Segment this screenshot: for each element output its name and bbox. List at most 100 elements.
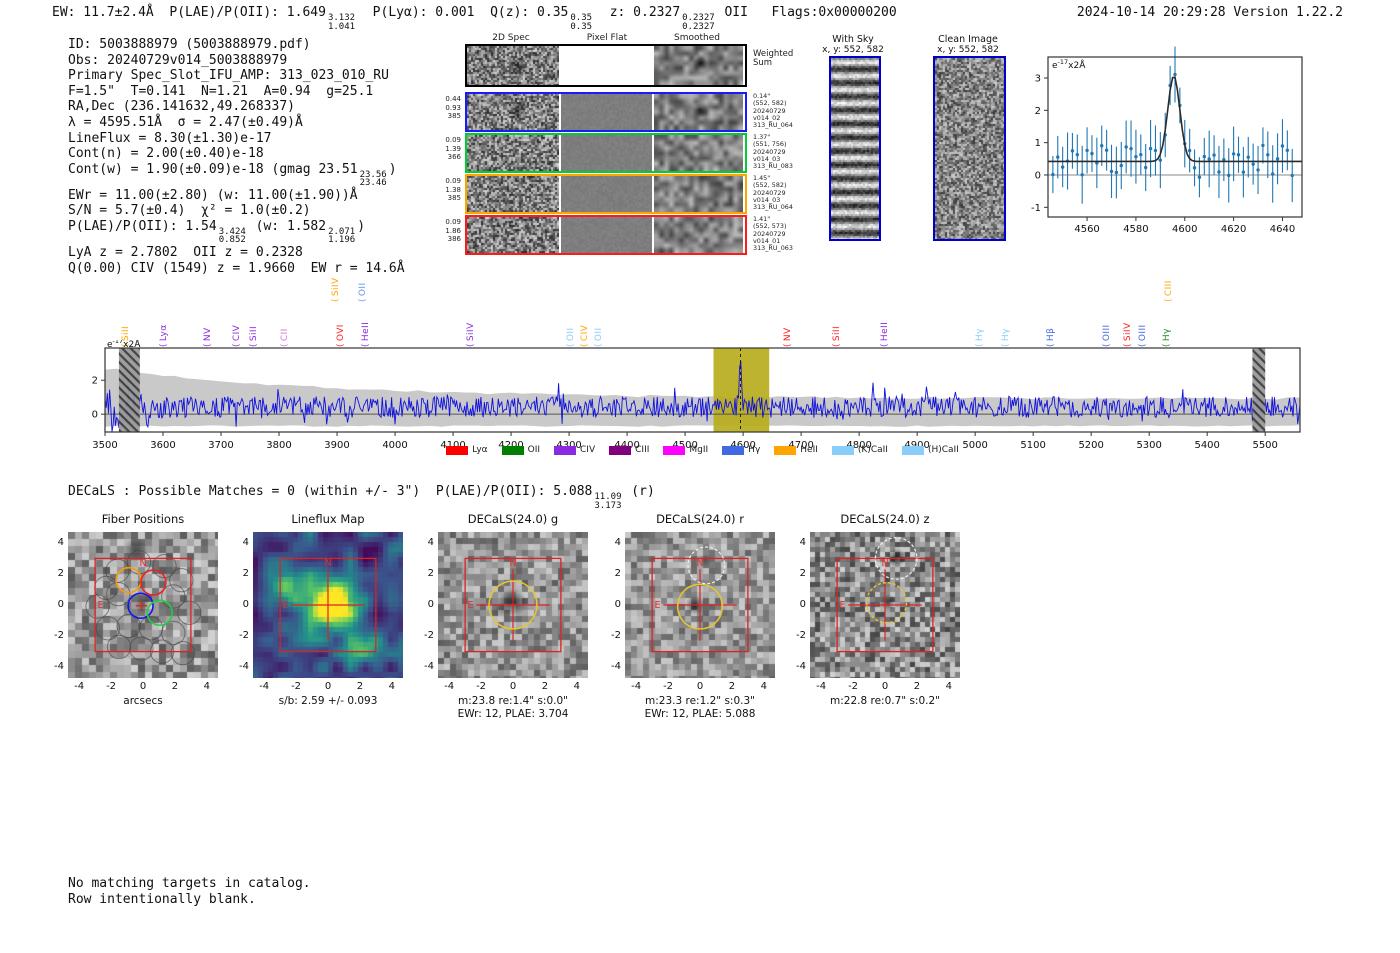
info-l13-text-0: Q(0.00) CIV (1549) z = 1.9660 EW r = 14.…	[68, 260, 405, 276]
panel-g-ytick-1: -2	[424, 630, 434, 642]
spec2d-row-1-right-3: v014_02	[753, 113, 781, 122]
spec2d-row-4-right-labels: 1.41" (552, 573) 20240729 v014_01 313_RU_063	[753, 215, 811, 253]
spec2d-row-4-right-4: 313_RU_063	[753, 244, 793, 253]
info-l11-text-0: P(LAE)/P(OII): 1.54	[68, 218, 217, 234]
fit-axes-frame	[1047, 56, 1303, 218]
spec2d-row-4-left-labels: 0.09 1.86 386	[415, 218, 461, 244]
compass-east-label: E	[655, 600, 661, 611]
decals-frac-hi-1: 11.09	[594, 492, 622, 502]
detection-highlight-band	[713, 348, 770, 432]
fit-data-point	[1222, 158, 1226, 162]
spec2d-row-2-right-3: v014_03	[753, 154, 781, 163]
spec2d-row-3-left-2: 385	[447, 194, 461, 203]
fit-data-point	[1119, 163, 1123, 168]
panel-z-ytick-1: -2	[796, 630, 806, 642]
sky-image-with_sky	[829, 56, 881, 241]
fit-data-point	[1070, 149, 1075, 153]
compass-north-label: N	[324, 558, 331, 569]
spectrum-unit-base: e	[107, 340, 113, 350]
panel-fiber-xlabel: arcsecs	[123, 695, 163, 707]
panel-lineflux-ytick-3: 2	[242, 567, 249, 579]
spec2d-row-3-img-flat	[561, 176, 652, 212]
legend-label-5: Hγ	[748, 445, 761, 455]
fit-data-point	[1173, 72, 1177, 77]
decals-matches-line: DECaLS : Possible Matches = 0 (within +/…	[68, 484, 655, 510]
fit-data-point	[1060, 165, 1065, 169]
panel-fiber: Fiber Positions N E -4 -4 -2 -2 0 0 2 2 4 4 arcsecs	[38, 512, 253, 727]
spec2d-row-0-right-labels: Weighted Sum	[753, 50, 811, 67]
aperture-circle	[488, 580, 538, 630]
header-frac-hi-1: 3.132	[327, 13, 356, 23]
panel-r-xtick-0: -4	[631, 681, 642, 692]
emission-line-name-24: CIII	[1163, 280, 1174, 297]
spec2d-row-1-img-spec	[467, 94, 559, 130]
spec2d-row-3-right-labels: 1.45" (552, 582) 20240729 v014_03 313_RU_064	[753, 174, 811, 211]
info-line-6: LineFlux = 8.30(±1.30)e-17	[68, 131, 405, 147]
extraction-box	[464, 557, 562, 653]
panel-lineflux-xtick-0: -4	[259, 681, 270, 692]
spectrum-xtick-label: 5400	[1194, 440, 1219, 451]
fiber-circle	[169, 568, 194, 593]
fit-data-point	[1187, 148, 1192, 153]
full-spectrum-plot: 3500360037003800390040004100420043004400…	[90, 337, 1320, 462]
panel-lineflux-ytick-1: -2	[239, 630, 249, 642]
legend-label-4: MgII	[689, 445, 709, 455]
emission-line-bracket-6: (	[331, 298, 342, 302]
sky-subtitle-with_sky: x, y: 552, 582	[822, 45, 884, 55]
fit-data-point	[1256, 168, 1260, 172]
spec2d-row-1-right-4: 313_RU_064	[753, 121, 793, 130]
spectrum-xtick-label: 3900	[324, 440, 349, 451]
compass-east-label: E	[468, 600, 474, 611]
emission-line-name-15: SiII	[831, 325, 842, 342]
spectrum-xtick-label: 4000	[382, 440, 407, 451]
fit-data-point	[1266, 153, 1270, 157]
spec2d-row-4-right-2: 20240729	[753, 229, 786, 238]
spec2d-row-3-right-3: v014_03	[753, 195, 781, 204]
neighbor-source-circle	[874, 537, 918, 580]
fit-data-point	[1109, 169, 1114, 174]
panel-g-ytick-3: 2	[427, 567, 434, 579]
compass-north-label: N	[139, 558, 146, 569]
spec2d-col-title-0: 2D Spec	[492, 33, 530, 43]
compass-north-label: N	[696, 558, 703, 569]
fit-data-point	[1261, 143, 1265, 148]
info-line-0: ID: 5003888979 (5003888979.pdf)	[68, 37, 405, 53]
header-text-2: P(Lyα): 0.001 Q(z): 0.35	[357, 5, 569, 20]
decals-text-0: DECaLS : Possible Matches = 0 (within +/…	[68, 484, 593, 499]
fiber-circle	[129, 636, 154, 661]
legend-swatch-7	[831, 445, 854, 455]
emission-line-name-8: OII	[357, 282, 368, 297]
spec2d-row-0-right-0: Weighted	[753, 49, 794, 59]
spec2d-row-2-left-1: 1.39	[445, 144, 461, 153]
legend-item-4: MgII	[663, 445, 708, 455]
fit-data-point	[1158, 158, 1163, 162]
fit-ytick-label: 3	[1035, 74, 1041, 85]
panel-g-xtick-1: -2	[476, 681, 487, 692]
info-l4-text-0: RA,Dec (236.141632,49.268337)	[68, 99, 295, 115]
sky-title-with_sky: With Sky	[832, 34, 874, 45]
info-l8-text-0: Cont(w) = 1.90(±0.09)e-18 (gmag 23.51	[68, 161, 358, 177]
spec2d-row-1	[465, 92, 747, 132]
fit-data-point	[1114, 170, 1119, 175]
masked-region-1	[1252, 348, 1266, 432]
compass-east-label: E	[840, 600, 846, 611]
info-line-3: F=1.5" T=0.141 N=1.21 A=0.94 g=25.1	[68, 84, 405, 100]
header-text-6: OII Flags:0x00000200	[716, 5, 897, 20]
emission-line-name-22: OIII	[1137, 324, 1148, 342]
legend-label-7: (K)CaII	[857, 445, 888, 455]
spec2d-row-3-img-spec	[467, 176, 559, 212]
sky-image-clean	[933, 56, 1006, 241]
panel-lineflux-xtick-4: 4	[388, 681, 396, 692]
panel-r-xtick-2: 0	[696, 681, 704, 692]
legend-item-7: (K)CaII	[831, 445, 888, 455]
spec2d-row-3-left-labels: 0.09 1.38 385	[415, 177, 461, 203]
info-l3-text-0: F=1.5" T=0.141 N=1.21 A=0.94 g=25.1	[68, 83, 374, 99]
info-l12-text-0: LyA z = 2.7802 OII z = 0.2328	[68, 244, 303, 260]
emission-line-bracket-8: (	[357, 298, 368, 302]
emission-line-labels: (SiII (Lyα (NV (CIV (SiII (CII (SiIV (OVI (OII (H…	[90, 258, 1320, 348]
fit-data-point	[1212, 153, 1216, 157]
fit-data-point	[1192, 166, 1197, 170]
emission-line-name-9: HeII	[361, 321, 372, 342]
